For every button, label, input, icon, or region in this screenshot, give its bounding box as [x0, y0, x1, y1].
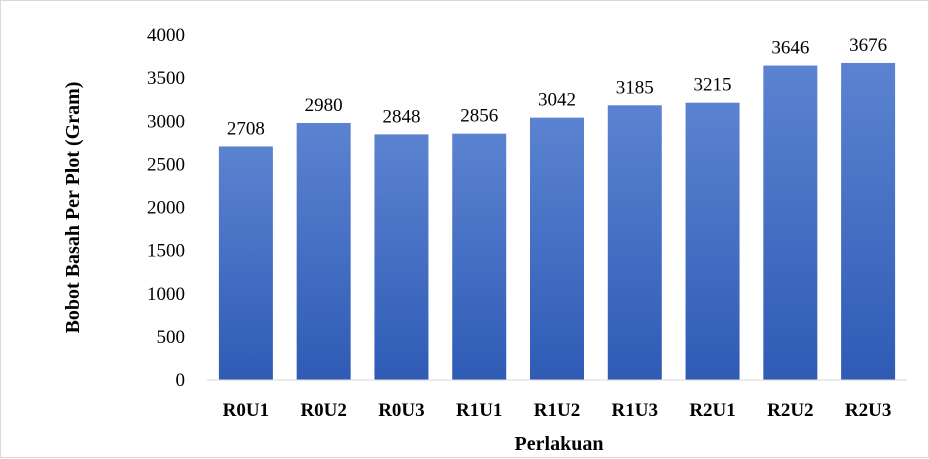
bar-r2u1 [685, 102, 740, 381]
bar-r0u3 [374, 134, 429, 380]
data-label-r0u2: 2980 [305, 95, 343, 116]
y-tick-label: 1000 [147, 284, 185, 305]
y-tick-label: 3500 [147, 68, 185, 89]
bar-r0u2 [296, 122, 351, 380]
y-tick-label: 2000 [147, 198, 185, 219]
x-axis-ticks: R0U1 R0U2 R0U3 R1U1 R1U2 R1U3 R2U1 R2U2 R2U3 [223, 400, 892, 421]
x-tick-label: R0U1 [223, 400, 269, 421]
y-tick-label: 0 [176, 370, 186, 391]
x-tick-label: R2U1 [689, 400, 735, 421]
x-tick-label: R1U2 [534, 400, 580, 421]
y-tick-label: 4000 [147, 25, 185, 46]
data-label-r1u1: 2856 [460, 106, 498, 127]
bar-r0u1 [218, 146, 273, 380]
y-tick-label: 2500 [147, 154, 185, 175]
x-tick-label: R0U2 [300, 400, 346, 421]
x-axis-title: Perlakuan [515, 433, 604, 455]
y-tick-label: 500 [157, 327, 186, 348]
bar-r2u2 [763, 65, 818, 380]
data-label-r0u3: 2848 [382, 106, 420, 127]
y-tick-label: 3000 [147, 111, 185, 132]
data-label-r2u1: 3215 [694, 75, 732, 96]
bar-r1u1 [452, 133, 507, 380]
y-axis-title: Bobot Basah Per Plot (Gram) [62, 82, 84, 334]
data-label-r2u2: 3646 [771, 38, 809, 59]
x-tick-label: R1U1 [456, 400, 502, 421]
x-tick-label: R2U2 [767, 400, 813, 421]
x-tick-label: R2U3 [845, 400, 891, 421]
bar-r1u2 [530, 117, 584, 380]
data-label-r1u3: 3185 [616, 77, 654, 98]
y-tick-label: 1500 [147, 241, 185, 262]
y-axis-ticks: 0 500 1000 1500 2000 2500 3000 3500 4000 [147, 25, 185, 391]
bar-r2u3 [841, 62, 896, 380]
data-labels: 2708 2980 2848 2856 3042 3185 3215 3646 3676 [227, 35, 887, 139]
bars [218, 62, 896, 381]
x-tick-label: R0U3 [378, 400, 424, 421]
data-label-r0u1: 2708 [227, 118, 265, 139]
x-tick-label: R1U3 [612, 400, 658, 421]
data-label-r2u3: 3676 [849, 35, 887, 56]
bar-r1u3 [607, 105, 662, 380]
data-label-r1u2: 3042 [538, 90, 576, 111]
